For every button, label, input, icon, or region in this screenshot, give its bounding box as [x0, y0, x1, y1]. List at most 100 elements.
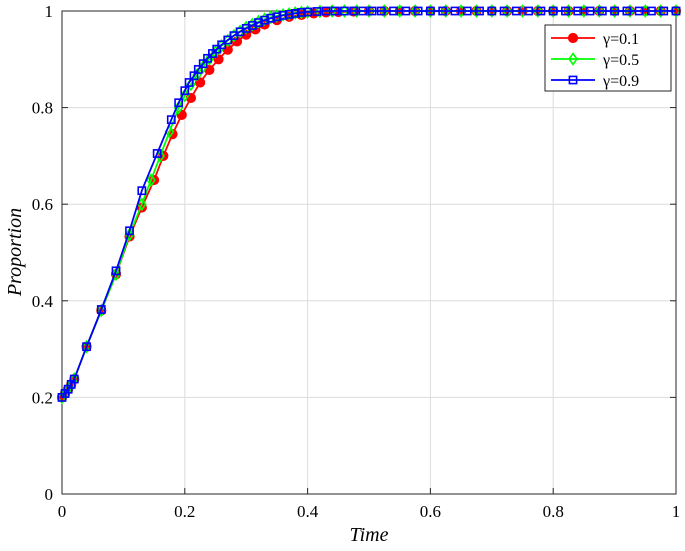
legend: γ=0.1 γ=0.5 γ=0.9 [544, 24, 672, 92]
data-point [536, 6, 546, 16]
data-point [594, 4, 605, 18]
data-point [297, 8, 306, 17]
legend-label: γ=0.9 [602, 73, 639, 90]
data-point [563, 4, 574, 18]
y-tick-label: 1 [45, 2, 54, 21]
data-point [573, 6, 583, 16]
data-point [303, 7, 312, 17]
data-point [647, 6, 656, 16]
data-point [146, 173, 156, 187]
data-point [340, 6, 349, 16]
data-point [499, 6, 509, 16]
data-point [284, 9, 294, 19]
y-tick-label: 0.8 [32, 99, 53, 118]
data-point [475, 6, 484, 16]
data-point [203, 53, 212, 63]
data-point [321, 6, 331, 16]
legend-marker [568, 75, 578, 85]
legend-marker [568, 52, 578, 66]
data-point [548, 6, 558, 16]
data-point [524, 6, 534, 16]
data-point [533, 4, 543, 18]
data-point [81, 339, 92, 354]
legend-item: γ=0.9 [551, 73, 639, 90]
data-point [111, 266, 121, 276]
data-point [659, 6, 669, 16]
data-point [401, 6, 411, 16]
data-point [137, 186, 147, 196]
data-point [511, 6, 521, 16]
data-point [339, 4, 350, 18]
legend-item: γ=0.5 [551, 52, 639, 69]
x-axis-title: Time [350, 524, 389, 546]
data-point [330, 6, 340, 16]
data-point [193, 65, 203, 74]
data-point [389, 6, 398, 16]
data-point [425, 4, 436, 18]
axis-ticks: 0 0.2 0.4 0.6 0.8 1 0 0.2 0.4 0.6 0.8 1 [32, 2, 681, 521]
data-point [585, 6, 595, 16]
data-point [96, 303, 107, 318]
data-point [290, 9, 300, 18]
data-point [548, 4, 559, 18]
data-point [634, 6, 644, 16]
data-point [410, 4, 420, 18]
data-point [82, 342, 91, 352]
data-point [471, 4, 482, 18]
data-point [440, 4, 451, 18]
legend-label: γ=0.5 [602, 52, 639, 69]
data-point [69, 374, 79, 384]
data-point [486, 4, 497, 18]
data-point [136, 197, 147, 212]
data-point [561, 6, 570, 16]
data-point [254, 18, 263, 27]
data-point [312, 7, 322, 16]
data-point [358, 6, 368, 16]
data-point [487, 6, 497, 16]
data-point [413, 6, 423, 16]
y-tick-label: 0.4 [32, 292, 54, 311]
x-tick-label: 0.2 [174, 502, 195, 521]
data-point [266, 13, 276, 23]
data-point [260, 15, 270, 25]
data-point [462, 6, 472, 16]
x-tick-label: 1 [672, 502, 681, 521]
data-point [379, 4, 390, 18]
data-point [502, 4, 512, 18]
data-point [376, 6, 386, 16]
series-group [56, 4, 682, 405]
data-point [166, 115, 176, 125]
legend-label: γ=0.1 [602, 31, 639, 48]
data-point [125, 226, 134, 236]
data-point [367, 6, 377, 16]
series-3 [57, 6, 681, 402]
x-tick-label: 0.6 [420, 502, 441, 521]
data-point [438, 6, 448, 16]
legend-marker [567, 32, 579, 44]
data-point [184, 78, 194, 87]
data-point [425, 6, 435, 16]
x-tick-label: 0 [58, 502, 67, 521]
y-tick-label: 0.2 [32, 388, 53, 407]
data-point [450, 6, 460, 16]
legend-item: γ=0.1 [551, 31, 639, 48]
data-point [124, 227, 135, 242]
data-point [655, 4, 666, 18]
y-axis-title: Proportion [4, 208, 26, 297]
data-point [278, 10, 288, 20]
data-point [622, 6, 632, 16]
x-tick-label: 0.4 [297, 502, 319, 521]
data-point [625, 4, 635, 18]
data-point [671, 6, 681, 16]
y-tick-label: 0.6 [32, 195, 53, 214]
data-point [597, 6, 607, 16]
data-point [610, 6, 619, 16]
data-point [96, 305, 106, 314]
data-point [152, 149, 162, 158]
data-point [349, 6, 359, 16]
data-point [111, 267, 121, 282]
data-point [272, 12, 282, 22]
data-point [198, 59, 209, 74]
